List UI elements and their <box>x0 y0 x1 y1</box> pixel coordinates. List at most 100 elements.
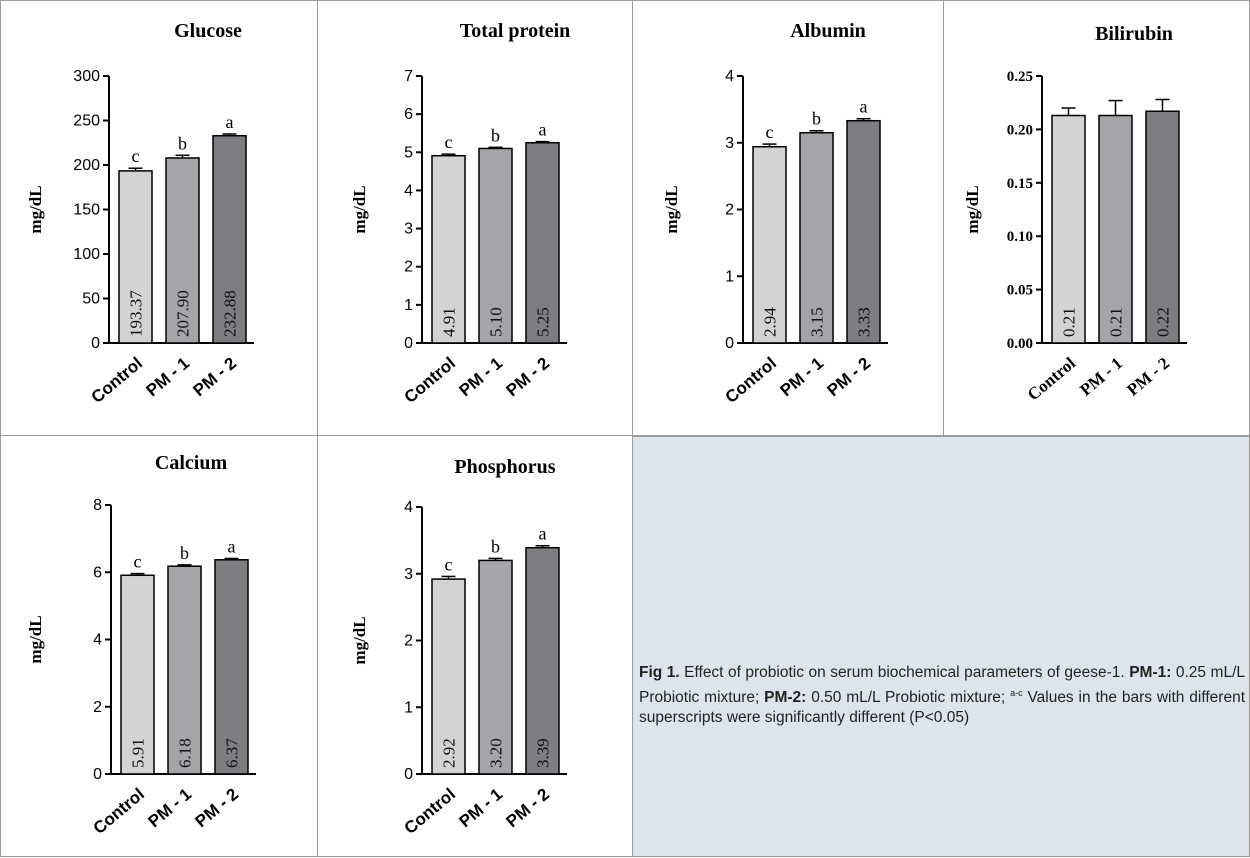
y-tick-label: 5 <box>404 144 413 161</box>
x-tick-label: PM - 1 <box>777 354 828 401</box>
x-tick-label: PM - 2 <box>503 354 554 401</box>
y-tick-label: 2 <box>725 202 734 219</box>
bar-pm-1 <box>799 131 834 344</box>
panel-phosphorus: Phosphorus mg/dL 0 1 2 3 4 c 2.92 Control b 3.20 PM … <box>317 435 633 857</box>
significance-letter: a <box>860 97 868 117</box>
significance-letter: b <box>491 536 500 556</box>
caption-text-2: 0.25 mL/L Probiotic mixture; <box>639 664 1245 707</box>
bar-value-label: 2.94 <box>761 307 780 337</box>
caption-text-4: Values in the bars with different supers… <box>639 689 1245 727</box>
bar-value-label: 232.88 <box>221 290 240 337</box>
significance-letter: a <box>539 524 547 544</box>
y-tick-label: 0 <box>725 335 734 352</box>
bar-pm-2 <box>214 559 249 775</box>
y-tick-label: 100 <box>73 246 100 263</box>
panel-albumin: Albumin mg/dL 0 1 2 3 4 c 2.94 Control b 3.15 PM - 1… <box>632 0 944 436</box>
y-tick-label: 150 <box>73 202 100 219</box>
bar-pm-1 <box>165 157 200 344</box>
chart-calcium: Calcium mg/dL 0 2 4 6 8 c 5.91 Control b 6.18 PM - 1… <box>26 452 256 838</box>
chart-title: Total protein <box>460 20 571 42</box>
y-tick-label: 300 <box>73 68 100 85</box>
y-tick-label: 4 <box>725 68 734 85</box>
x-tick-label: PM - 1 <box>1076 354 1126 400</box>
y-tick-label: 0.15 <box>1007 176 1033 192</box>
y-tick-label: 4 <box>404 182 413 199</box>
chart-title: Bilirubin <box>1095 23 1173 45</box>
x-tick-label: PM - 1 <box>456 354 507 401</box>
bar-value-label: 207.90 <box>174 290 193 337</box>
bar-pm-2 <box>525 142 560 344</box>
bar-pm-1 <box>167 565 202 775</box>
significance-letter: a <box>539 120 547 140</box>
significance-letter: c <box>445 132 453 152</box>
significance-letter: b <box>812 109 821 129</box>
y-axis-label: mg/dL <box>26 185 45 233</box>
y-tick-label: 1 <box>725 268 734 285</box>
caption-pm1-label: PM-1: <box>1129 664 1172 681</box>
chart-title: Glucose <box>174 20 242 42</box>
x-tick-label: PM - 2 <box>824 354 875 401</box>
chart-title: Phosphorus <box>454 456 555 478</box>
x-tick-label: Control <box>722 354 781 407</box>
bar-pm-1 <box>1098 114 1133 344</box>
bar-value-label: 4.91 <box>440 307 459 337</box>
bar-value-label: 3.39 <box>534 738 553 768</box>
y-tick-label: 6 <box>93 564 102 581</box>
figure-caption: Fig 1. Effect of probiotic on serum bioc… <box>639 663 1245 728</box>
y-tick-label: 0.20 <box>1007 122 1033 138</box>
caption-pm2-label: PM-2: <box>764 689 807 707</box>
caption-text-3: 0.50 mL/L Probiotic mixture; <box>806 689 1011 707</box>
significance-letter: c <box>132 146 140 166</box>
caption-fig-label: Fig 1. <box>639 664 680 681</box>
y-tick-label: 0.05 <box>1007 283 1033 299</box>
bar-value-label: 3.15 <box>808 307 827 337</box>
bar-control <box>431 578 466 775</box>
bar-pm-2 <box>212 134 247 344</box>
y-axis-label: mg/dL <box>350 616 369 664</box>
y-axis-label: mg/dL <box>26 615 45 663</box>
y-tick-label: 3 <box>725 135 734 152</box>
significance-letter: c <box>766 122 774 142</box>
significance-letter: b <box>180 543 189 563</box>
bar-value-label: 0.22 <box>1154 307 1173 337</box>
bar-pm-1 <box>478 147 513 344</box>
chart-title: Albumin <box>790 20 866 42</box>
x-tick-label: Control <box>90 785 149 838</box>
x-tick-label: PM - 2 <box>190 354 241 401</box>
bar-control <box>752 146 787 344</box>
caption-panel: Fig 1. Effect of probiotic on serum bioc… <box>632 436 1250 857</box>
y-tick-label: 0.00 <box>1007 336 1033 352</box>
caption-text-1: Effect of probiotic on serum biochemical… <box>679 664 1130 681</box>
x-tick-label: PM - 1 <box>143 354 194 401</box>
panel-bilirubin: Bilirubin mg/dL 0.00 0.05 0.10 0.15 0.20 0.25 0.… <box>943 0 1250 436</box>
panel-glucose: Glucose mg/dL 0 50 100 150 200 250 300 c 193.37 Con… <box>0 0 318 436</box>
significance-letter: b <box>491 125 500 145</box>
y-tick-label: 3 <box>404 566 413 583</box>
y-tick-label: 4 <box>404 499 413 516</box>
chart-title: Calcium <box>155 452 228 474</box>
bar-pm-1 <box>478 559 513 775</box>
significance-letter: c <box>445 554 453 574</box>
y-tick-label: 2 <box>404 259 413 276</box>
x-tick-label: PM - 2 <box>1123 354 1173 400</box>
bar-control <box>120 574 155 775</box>
y-tick-label: 3 <box>404 221 413 238</box>
y-tick-label: 0 <box>93 766 102 783</box>
y-tick-label: 2 <box>404 633 413 650</box>
bar-value-label: 0.21 <box>1060 307 1079 337</box>
y-axis-label: mg/dL <box>350 185 369 233</box>
x-tick-label: Control <box>88 354 147 407</box>
y-tick-label: 7 <box>404 68 413 85</box>
chart-phosphorus: Phosphorus mg/dL 0 1 2 3 4 c 2.92 Control b 3.20 PM … <box>350 456 567 838</box>
significance-letter: a <box>226 112 234 132</box>
caption-superscript: a-c <box>1010 688 1023 698</box>
x-tick-label: Control <box>401 354 460 407</box>
chart-total-protein: Total protein mg/dL 0 1 2 3 4 5 6 7 c 4.91 Control b 5… <box>350 20 571 407</box>
y-tick-label: 250 <box>73 113 100 130</box>
y-tick-label: 0 <box>91 335 100 352</box>
bar-pm-2 <box>525 546 560 775</box>
x-tick-label: PM - 1 <box>456 785 507 832</box>
bar-value-label: 2.92 <box>440 738 459 768</box>
panel-total-protein: Total protein mg/dL 0 1 2 3 4 5 6 7 c 4.91 Control b 5… <box>317 0 633 436</box>
y-tick-label: 0 <box>404 335 413 352</box>
